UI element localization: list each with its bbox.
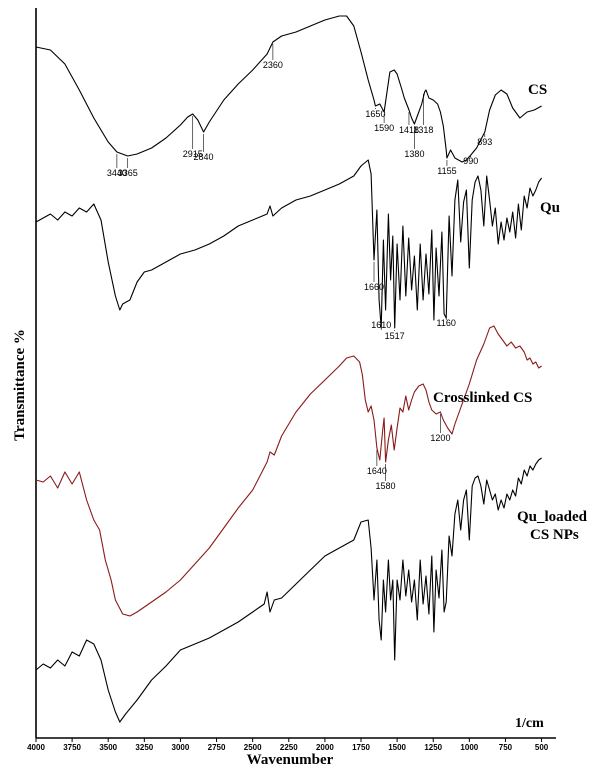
x-ticks: 4000 3750 3500 3250 3000 2750 2500 2250 2000 1750… [27, 738, 549, 752]
peak-label: 2360 [263, 60, 283, 70]
x-tick-label: 2750 [208, 743, 226, 752]
peak-label: 3365 [118, 168, 138, 178]
peak-label: 1155 [437, 166, 456, 176]
x-tick-label: 1500 [388, 743, 406, 752]
series-label-qu: Qu [540, 200, 560, 216]
x-tick-label: 3000 [172, 743, 190, 752]
x-tick-label: 2000 [316, 743, 334, 752]
x-axis-label: Wavenumber [247, 752, 334, 768]
peak-label: 1640 [367, 466, 387, 476]
series-label-cs-nps: CS NPs [530, 527, 579, 543]
x-tick-label: 2500 [244, 743, 262, 752]
series-line-qu-loaded-cs-nps [35, 457, 542, 723]
peak-label: 2840 [194, 152, 214, 162]
series-label-crosslinked-cs: Crosslinked CS [433, 390, 532, 406]
peak-label: 1610 [371, 320, 391, 330]
x-tick-label: 1750 [352, 743, 370, 752]
peak-label: 1517 [385, 331, 405, 341]
peak-label: 3440 [107, 168, 127, 178]
peak-label: 1590 [374, 123, 394, 133]
series-line-qu [35, 159, 543, 329]
x-tick-label: 750 [499, 743, 513, 752]
x-tick-label: 1000 [460, 743, 478, 752]
peak-label: 893 [477, 137, 492, 147]
x-tick-label: 3250 [135, 743, 153, 752]
x-tick-label: 4000 [27, 743, 45, 752]
peak-label: 1650 [365, 109, 385, 119]
series-label-qu-loaded: Qu_loaded [517, 509, 588, 525]
series-label-cs: CS [528, 82, 547, 98]
peak-label: 990 [463, 156, 478, 166]
x-unit-label: 1/cm [515, 716, 544, 731]
series-line-cs [35, 15, 542, 163]
peak-label: 1160 [437, 318, 456, 328]
series-line-crosslinked-cs [35, 325, 542, 617]
peak-label: 1380 [404, 149, 424, 159]
peak-label: 2915 [183, 149, 203, 159]
x-tick-label: 500 [535, 743, 549, 752]
peak-label: 1200 [430, 433, 450, 443]
x-tick-label: 3500 [99, 743, 117, 752]
peak-label: 1580 [376, 481, 396, 491]
spectra [35, 15, 543, 723]
peak-label: 1418 [399, 125, 419, 135]
x-tick-label: 3750 [63, 743, 81, 752]
x-tick-label: 2250 [280, 743, 298, 752]
y-axis-label: Transmittance % [12, 329, 28, 441]
peak-label: 1318 [413, 125, 433, 135]
x-tick-label: 1250 [424, 743, 442, 752]
peak-label: 1660 [364, 282, 384, 292]
